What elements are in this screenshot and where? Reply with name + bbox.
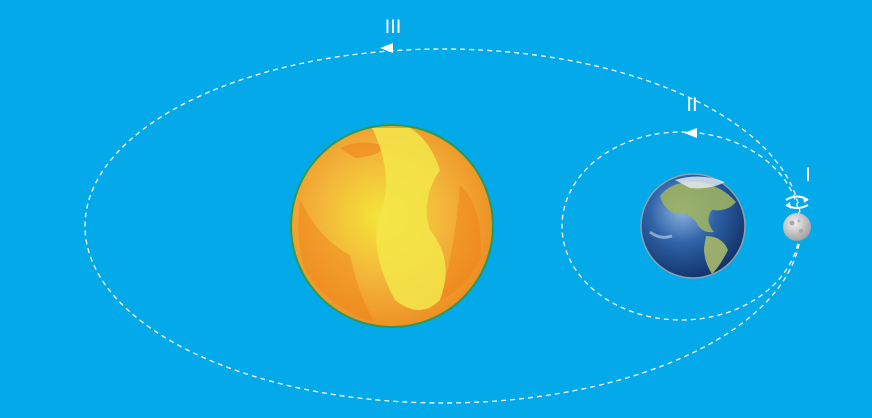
sun-icon (290, 124, 494, 328)
earth-icon (640, 173, 746, 279)
earth-orbit-arrow-icon (380, 43, 393, 53)
label-earth-orbit: III (385, 16, 402, 38)
rotation-arrow-icon (785, 195, 809, 209)
label-moon-rotation: I (805, 164, 811, 186)
moon-orbit-arrow-icon (684, 128, 697, 138)
moon-icon (783, 213, 811, 241)
label-moon-orbit: II (686, 94, 697, 116)
